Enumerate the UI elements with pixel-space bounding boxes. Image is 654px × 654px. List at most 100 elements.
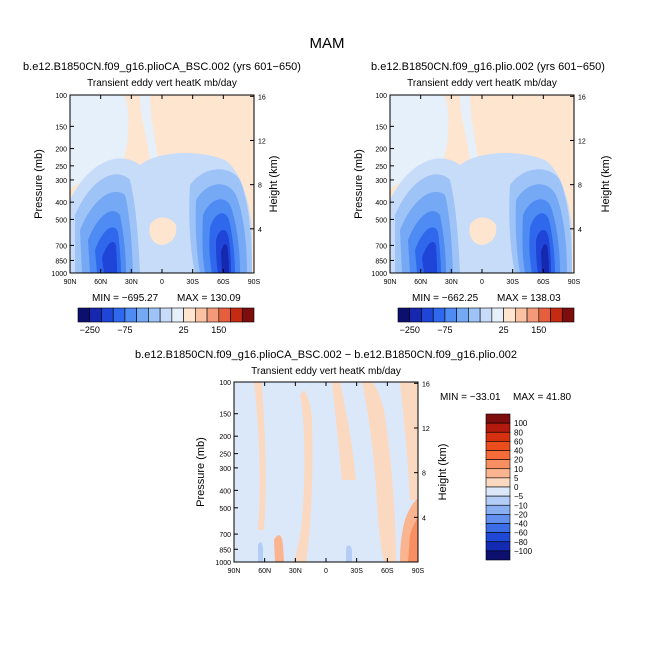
panel-c-colorbar-label: 10 (514, 465, 523, 474)
panel-b-subtitle: Transient eddy vert heatK mb/day (407, 78, 557, 89)
panel-c-colorbar-swatch (485, 532, 511, 543)
panel-c-y2tick-label: 12 (422, 426, 430, 433)
panel-a-colorbar-swatch (230, 307, 243, 323)
panel-a-colorbar-swatch (183, 307, 196, 323)
panel-b-y2tick-label: 4 (578, 227, 582, 234)
panel-c-colorbar-label: −40 (514, 520, 528, 529)
panel-c-subtitle: Transient eddy vert heatK mb/day (251, 366, 401, 377)
panel-b-colorbar-swatch (491, 307, 504, 323)
panel-c-ytick-label: 200 (219, 434, 231, 441)
panel-c-colorbar-swatch (485, 541, 511, 552)
panel-a-xtick-label: 30S (186, 279, 199, 286)
panel-c-ytick-label: 250 (219, 452, 231, 459)
panel-c-colorbar-swatch (485, 514, 511, 524)
panel-c-ytick-label: 500 (219, 506, 231, 513)
panel-c-xtick-label: 30S (350, 568, 363, 575)
panel-c-contour (400, 382, 418, 500)
panel-c-contour (274, 535, 284, 562)
panel-c-colorbar-swatch (485, 450, 511, 460)
panel-c-field (234, 382, 418, 562)
panel-a-ytick-label: 250 (55, 164, 67, 171)
panel-b-ytick-label: 700 (375, 243, 387, 250)
panel-c-min-label: MIN = −33.01 (440, 392, 501, 403)
panel-a-colorbar-swatch (195, 307, 208, 323)
panel-a-colorbar-swatch (101, 307, 114, 323)
panel-b-chart: b.e12.B1850CN.f09_g16.plio.002 (yrs 601−… (353, 61, 612, 335)
panel-c-colorbar-label: 5 (514, 474, 519, 483)
panel-a-colorbar-swatch (241, 307, 255, 323)
panel-b-y2tick-label: 12 (578, 138, 586, 145)
panel-c-ytick-label: 850 (219, 547, 231, 554)
panel-b-contour (422, 242, 437, 273)
panel-c-contour (346, 545, 352, 562)
panel-c-colorbar-swatch (485, 523, 511, 533)
panel-c-y2label: Height (km) (437, 444, 449, 501)
panel-c-max-label: MAX = 41.80 (513, 392, 572, 403)
panel-b-xtick-label: 60N (414, 279, 427, 286)
panel-b-colorbar-label: 25 (499, 325, 509, 335)
panel-a-colorbar-swatch (159, 307, 173, 323)
panel-a-ytick-label: 400 (55, 200, 67, 207)
panel-b-min-label: MIN = −662.25 (412, 293, 479, 304)
panel-a-colorbar-swatch (218, 307, 231, 323)
panel-a-contour (140, 95, 158, 160)
panel-b-colorbar-swatch (397, 307, 411, 323)
panel-c-title: b.e12.B1850CN.f09_g16.plioCA_BSC.002 − b… (135, 349, 517, 361)
panel-c-contour (254, 382, 266, 530)
panel-a-colorbar-swatch (171, 307, 184, 323)
panel-c-ylabel: Pressure (mb) (195, 437, 207, 507)
panel-b-y2tick-label: 8 (578, 183, 582, 190)
panel-a-colorbar-label: −250 (80, 325, 100, 335)
panel-b-colorbar-swatch (503, 307, 516, 323)
panel-a-colorbar-swatch (206, 307, 220, 323)
panel-c-colorbar-swatch (485, 422, 511, 433)
panel-c-ytick-label: 100 (219, 380, 231, 387)
panel-a-colorbar-label: −75 (117, 325, 132, 335)
panel-a-colorbar-swatch (148, 307, 161, 323)
panel-c-colorbar-label: 100 (514, 419, 528, 428)
panel-a-xtick-label: 0 (160, 279, 164, 286)
panel-c-xtick-label: 90S (412, 568, 425, 575)
panel-b-colorbar-swatch (468, 307, 481, 323)
panel-c-contour (332, 382, 356, 480)
panel-a-contour (221, 244, 229, 273)
panel-a-y2tick-label: 4 (258, 227, 262, 234)
panel-c-colorbar-label: 60 (514, 437, 523, 446)
panel-c-colorbar-swatch (485, 468, 511, 479)
panel-b-ytick-label: 300 (375, 178, 387, 185)
panel-b-field (390, 95, 574, 273)
panel-c-colorbar-swatch (485, 431, 511, 442)
panel-a-y2tick-label: 8 (258, 183, 262, 190)
panel-a-xtick-label: 90S (248, 279, 261, 286)
panel-c-ytick-label: 1000 (215, 560, 231, 567)
panel-c-colorbar-label: 0 (514, 483, 519, 492)
panel-a-y2tick-label: 16 (258, 94, 266, 101)
panel-c-xtick-label: 30N (289, 568, 302, 575)
panel-a-colorbar-swatch (136, 307, 149, 323)
panel-c-colorbar-label: −100 (514, 547, 533, 556)
panel-c-contour (258, 542, 263, 562)
panel-a-colorbar-label: 150 (211, 325, 226, 335)
panel-c-colorbar-label: 40 (514, 447, 523, 456)
panel-c-colorbar-label: −20 (514, 510, 528, 519)
panel-b-xtick-label: 30N (445, 279, 458, 286)
panel-b-colorbar-swatch (456, 307, 469, 323)
panel-b-colorbar-swatch (444, 307, 457, 323)
panel-b-xtick-label: 90N (384, 279, 397, 286)
panel-a-y2tick-label: 12 (258, 138, 266, 145)
panel-c-colorbar-swatch (485, 413, 511, 424)
figure-title: MAM (310, 35, 345, 52)
panel-c-colorbar-swatch (485, 550, 511, 561)
panel-c-contour (362, 382, 396, 562)
panel-b-ytick-label: 850 (375, 258, 387, 265)
panel-a-chart: b.e12.B1850CN.f09_g16.plioCA_BSC.002 (yr… (23, 61, 301, 335)
panel-c-ytick-label: 300 (219, 466, 231, 473)
panel-b-contour (541, 244, 549, 273)
panel-a-ytick-label: 150 (55, 124, 67, 131)
panel-a-ytick-label: 850 (55, 258, 67, 265)
panel-c-colorbar-label: −5 (514, 492, 524, 501)
panel-b-ylabel: Pressure (mb) (353, 149, 365, 219)
panel-a-colorbar-swatch (77, 307, 91, 323)
